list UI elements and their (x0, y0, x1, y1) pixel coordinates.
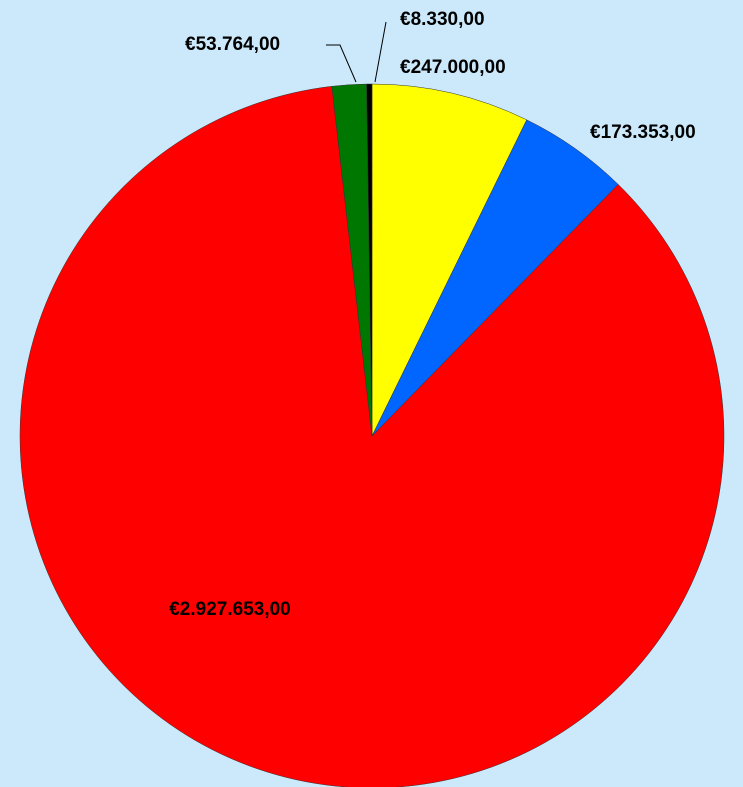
leader-line (374, 21, 387, 83)
pie-slice (366, 83, 373, 437)
data-label: €173.353,00 (590, 122, 696, 143)
data-label: €53.764,00 (185, 34, 280, 55)
data-label: €247.000,00 (400, 57, 506, 78)
pie-slice (19, 86, 725, 787)
data-label: €2.927.653,00 (169, 599, 291, 620)
leader-line (326, 44, 357, 83)
data-label: €8.330,00 (400, 9, 485, 30)
pie-slice (371, 83, 528, 437)
